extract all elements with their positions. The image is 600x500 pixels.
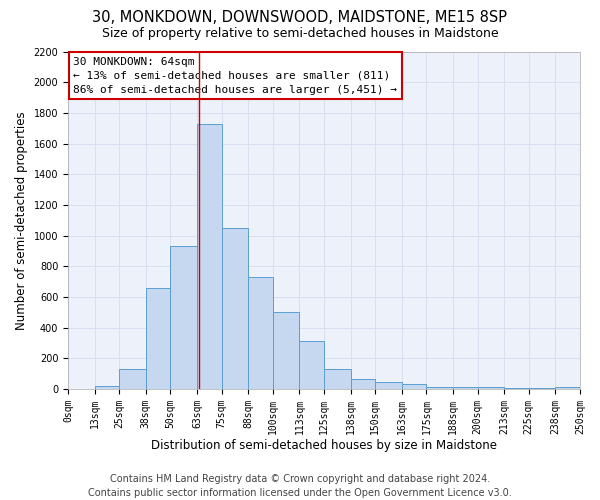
Bar	[375, 382, 402, 389]
Bar	[350, 379, 375, 389]
Bar	[273, 312, 299, 389]
Bar	[529, 388, 556, 389]
X-axis label: Distribution of semi-detached houses by size in Maidstone: Distribution of semi-detached houses by …	[151, 440, 497, 452]
Bar	[504, 388, 529, 389]
Bar	[427, 386, 453, 389]
Bar	[146, 288, 170, 389]
Bar	[248, 277, 273, 389]
Bar	[95, 386, 119, 389]
Bar	[556, 386, 580, 389]
Bar	[170, 246, 197, 389]
Text: 30, MONKDOWN, DOWNSWOOD, MAIDSTONE, ME15 8SP: 30, MONKDOWN, DOWNSWOOD, MAIDSTONE, ME15…	[92, 10, 508, 25]
Bar	[119, 369, 146, 389]
Text: 30 MONKDOWN: 64sqm
← 13% of semi-detached houses are smaller (811)
86% of semi-d: 30 MONKDOWN: 64sqm ← 13% of semi-detache…	[73, 56, 397, 94]
Bar	[478, 386, 504, 389]
Bar	[453, 388, 478, 389]
Y-axis label: Number of semi-detached properties: Number of semi-detached properties	[15, 111, 28, 330]
Text: Contains HM Land Registry data © Crown copyright and database right 2024.
Contai: Contains HM Land Registry data © Crown c…	[88, 474, 512, 498]
Bar	[299, 342, 324, 389]
Text: Size of property relative to semi-detached houses in Maidstone: Size of property relative to semi-detach…	[101, 28, 499, 40]
Bar	[324, 369, 350, 389]
Bar	[402, 384, 427, 389]
Bar	[197, 124, 221, 389]
Bar	[221, 228, 248, 389]
